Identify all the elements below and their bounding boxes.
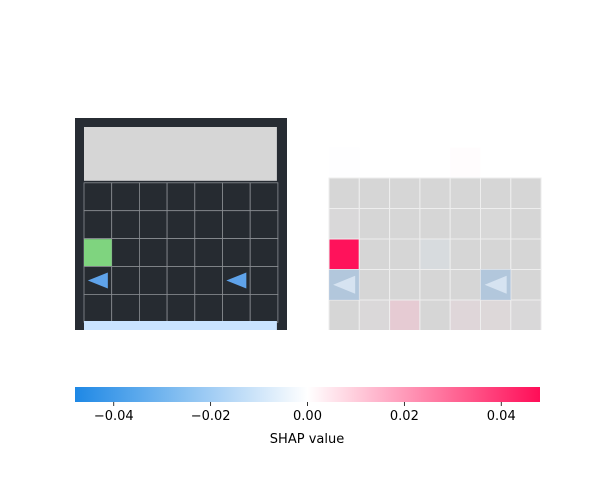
panel-clip	[328, 330, 543, 350]
heatmap-cell	[449, 299, 482, 331]
grid-cell	[111, 266, 140, 295]
heatmap-cell	[449, 208, 482, 240]
colorbar: −0.04 −0.02 0.00 0.02 0.04	[75, 387, 540, 424]
colorbar-tick-label: −0.04	[94, 409, 134, 424]
heatmap-cell	[358, 269, 391, 301]
game-state-panel	[75, 118, 287, 330]
heatmap-cell	[358, 238, 391, 270]
grid-cell	[222, 293, 251, 323]
colorbar-gradient	[75, 387, 540, 402]
heatmap-cell	[389, 238, 421, 270]
heatmap-cell	[328, 208, 360, 240]
heatmap-cell	[510, 299, 542, 331]
heatmap-cell	[449, 238, 482, 270]
heatmap-cell	[480, 208, 512, 240]
heatmap-cell	[510, 269, 542, 301]
grid-cell	[166, 210, 196, 239]
grid-cell	[166, 238, 196, 267]
grid-cell	[222, 210, 251, 239]
grid-cell	[83, 182, 113, 212]
grid-cell	[222, 182, 251, 212]
heatmap-cell	[329, 147, 360, 178]
heatmap-cell	[389, 147, 420, 178]
heatmap-cell	[510, 208, 542, 240]
heatmap-cell	[510, 177, 542, 209]
grid-cell	[111, 182, 140, 212]
colorbar-tick-label: −0.02	[191, 409, 231, 424]
heatmap-cell	[449, 269, 482, 301]
grid-cell	[249, 238, 279, 267]
grid-cell	[166, 266, 196, 295]
bottom-bar	[84, 321, 277, 330]
grid-cell	[194, 210, 223, 239]
grid-cell	[249, 293, 279, 323]
left-arrow-icon	[226, 272, 247, 289]
heatmap-cell	[419, 299, 451, 331]
grid-cell	[222, 238, 251, 267]
heatmap-cell	[510, 147, 542, 178]
grid-cell	[138, 238, 168, 267]
heatmap-cell	[480, 299, 512, 331]
left-arrow-icon	[87, 272, 108, 289]
shap-heatmap-panel	[328, 117, 543, 350]
heatmap-cell	[449, 177, 482, 209]
grid-cell	[111, 293, 140, 323]
colorbar-tick-label: 0.02	[390, 409, 419, 424]
heatmap-cell	[358, 208, 391, 240]
left-arrow-icon	[484, 275, 507, 294]
heatmap-cell	[450, 117, 481, 148]
heatmap-cell	[510, 238, 542, 270]
heatmap-cell	[358, 177, 391, 209]
heatmap-cell	[480, 147, 511, 178]
grid-cell	[194, 293, 223, 323]
grid-cell	[83, 293, 113, 323]
top-bar	[84, 127, 277, 181]
heatmap-cell	[389, 269, 421, 301]
grid-cell	[249, 210, 279, 239]
grid-cell	[249, 266, 279, 295]
grid-cell	[111, 238, 140, 267]
grid-cell	[83, 210, 113, 239]
heatmap-cell	[389, 117, 420, 148]
heatmap-cell	[480, 117, 511, 148]
heatmap-cell	[358, 299, 391, 331]
colorbar-tick-label: 0.00	[293, 409, 322, 424]
heatmap-cell	[328, 177, 360, 209]
heatmap-cell	[419, 269, 451, 301]
colorbar-tick-label: 0.04	[487, 409, 516, 424]
grid-cell	[166, 182, 196, 212]
grid-cell	[138, 210, 168, 239]
left-arrow-icon	[333, 275, 356, 294]
grid-cell	[249, 182, 279, 212]
grid-cell	[194, 266, 223, 295]
grid-cell	[194, 238, 223, 267]
heatmap-cell	[389, 208, 421, 240]
heatmap-cell	[419, 177, 451, 209]
heatmap-cell	[359, 147, 390, 178]
heatmap-cell	[389, 177, 421, 209]
grid-cell	[194, 182, 223, 212]
heatmap-cell	[510, 117, 542, 148]
grid-cell	[138, 293, 168, 323]
grid-cell	[138, 266, 168, 295]
heatmap-cell	[419, 147, 451, 178]
grid-cell	[111, 210, 140, 239]
colorbar-label: SHAP value	[270, 432, 344, 447]
agent-square	[84, 239, 112, 266]
grid-cell	[166, 293, 196, 323]
grid-cell	[138, 182, 168, 212]
heatmap-cell	[359, 117, 390, 148]
heatmap-cell	[389, 299, 421, 331]
heatmap-cell	[329, 117, 360, 148]
heatmap-cell	[419, 117, 451, 148]
heatmap-cell	[419, 208, 451, 240]
heatmap-cell	[419, 238, 451, 270]
heatmap-cell	[328, 238, 360, 270]
heatmap-cell	[450, 147, 481, 178]
heatmap-cell	[328, 299, 360, 331]
heatmap-cell	[480, 177, 512, 209]
heatmap-cell	[480, 238, 512, 270]
